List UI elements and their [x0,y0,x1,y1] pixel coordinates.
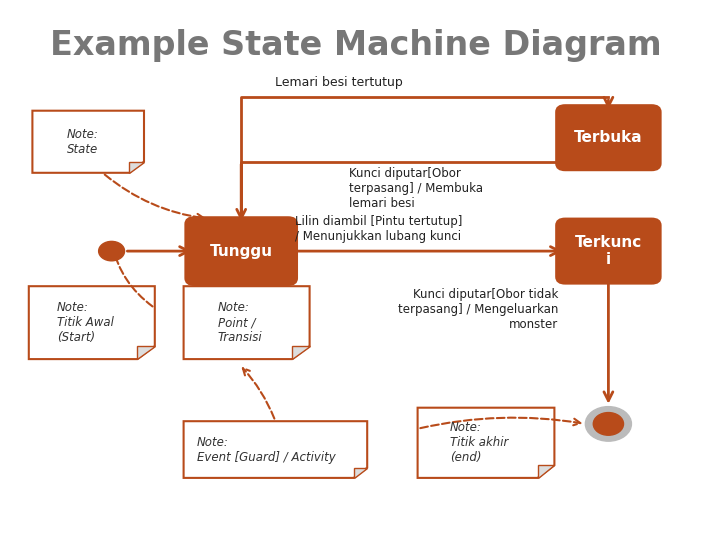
FancyBboxPatch shape [186,218,297,285]
Polygon shape [292,346,310,359]
Text: Note:
State: Note: State [67,128,99,156]
Text: Terbuka: Terbuka [574,130,643,145]
Polygon shape [354,468,367,478]
Text: Note:
Point /
Transisi: Note: Point / Transisi [218,301,263,344]
Text: Lilin diambil [Pintu tertutup]
/ Menunjukkan lubang kunci: Lilin diambil [Pintu tertutup] / Menunju… [295,215,462,243]
Text: Lemari besi tertutup: Lemari besi tertutup [274,76,402,89]
Text: Kunci diputar[Obor tidak
terpasang] / Mengeluarkan
monster: Kunci diputar[Obor tidak terpasang] / Me… [397,287,558,330]
Text: Tunggu: Tunggu [210,244,273,259]
Text: Terkunc
i: Terkunc i [575,235,642,267]
Text: Example State Machine Diagram: Example State Machine Diagram [50,29,662,63]
Polygon shape [138,346,155,359]
Text: Note:
Titik Awal
(Start): Note: Titik Awal (Start) [57,301,114,344]
Text: Kunci diputar[Obor
terpasang] / Membuka
lemari besi: Kunci diputar[Obor terpasang] / Membuka … [349,167,483,211]
Text: Note:
Titik akhir
(end): Note: Titik akhir (end) [450,421,508,464]
Polygon shape [129,161,144,173]
Circle shape [593,413,624,435]
Polygon shape [538,465,554,478]
Polygon shape [184,286,310,359]
Polygon shape [32,111,144,173]
Circle shape [99,241,125,261]
Circle shape [585,407,631,441]
Polygon shape [184,421,367,478]
FancyBboxPatch shape [557,106,660,170]
FancyBboxPatch shape [557,219,660,283]
Text: Note:
Event [Guard] / Activity: Note: Event [Guard] / Activity [197,436,336,463]
Polygon shape [418,408,554,478]
Polygon shape [29,286,155,359]
